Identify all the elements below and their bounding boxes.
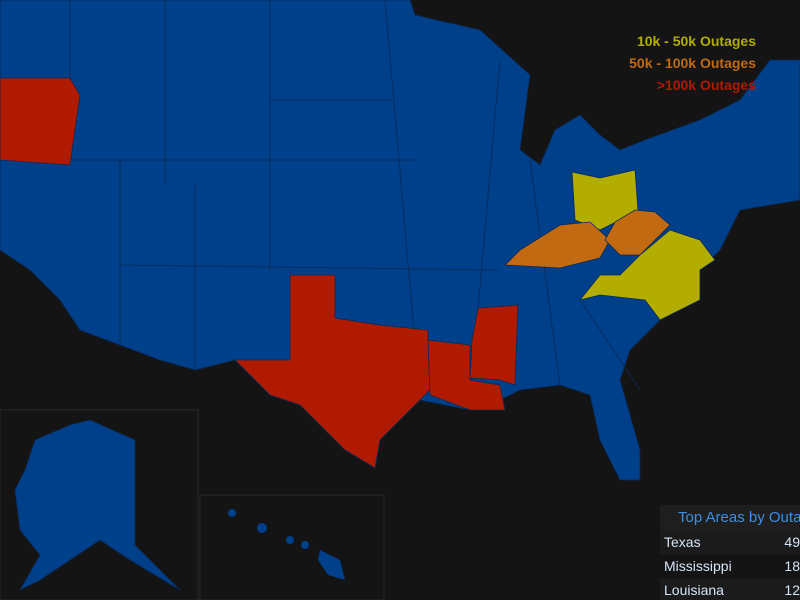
legend-item: 50k - 100k Outages: [629, 55, 756, 71]
legend-item: >100k Outages: [656, 77, 756, 93]
oregon: [0, 77, 81, 166]
outage-count: 49: [784, 534, 800, 550]
hawaii: [228, 509, 345, 580]
alaska: [14, 419, 181, 591]
table-rows: Texas 49 Mississippi 18 Louisiana 12: [660, 530, 800, 600]
mississippi: [469, 304, 519, 386]
louisiana: [427, 339, 506, 411]
table-title: Top Areas by Outa: [660, 505, 800, 530]
mainland-us: [0, 0, 800, 481]
texas: [234, 274, 431, 469]
virginia-north-carolina: [578, 229, 716, 321]
legend-item: 10k - 50k Outages: [636, 33, 756, 49]
alaska-inset: [0, 409, 199, 600]
table-row[interactable]: Texas 49: [660, 530, 800, 554]
legend: 10k - 50k Outages 50k - 100k Outages >10…: [629, 30, 756, 96]
outage-count: 12: [784, 582, 800, 598]
area-name: Louisiana: [664, 582, 724, 598]
top-areas-table: Top Areas by Outa Texas 49 Mississippi 18 Lo…: [660, 505, 800, 600]
west-virginia: [604, 209, 671, 256]
table-row[interactable]: Mississippi 18: [660, 554, 800, 578]
area-name: Mississippi: [664, 558, 732, 574]
table-row[interactable]: Louisiana 12: [660, 578, 800, 600]
outage-count: 18: [784, 558, 800, 574]
kentucky: [504, 221, 611, 269]
hawaii-inset: [199, 494, 385, 600]
area-name: Texas: [664, 534, 701, 550]
